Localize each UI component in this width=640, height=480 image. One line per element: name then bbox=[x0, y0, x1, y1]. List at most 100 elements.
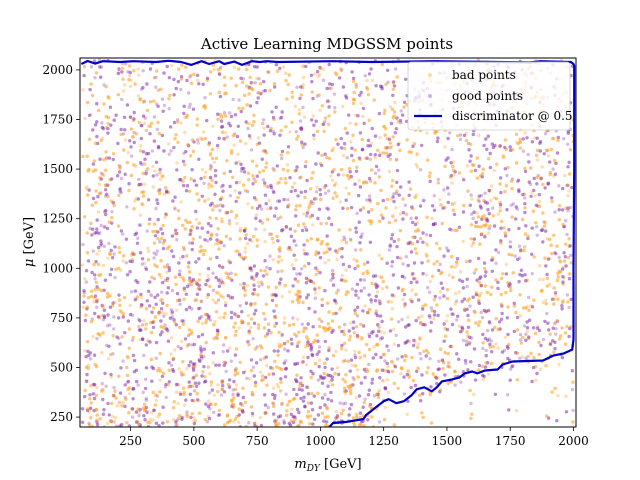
bad-point bbox=[366, 93, 371, 97]
bad-point bbox=[432, 298, 437, 302]
good-point bbox=[352, 320, 356, 324]
good-point bbox=[564, 264, 568, 268]
good-point bbox=[451, 312, 456, 316]
bad-point bbox=[129, 173, 134, 178]
good-point bbox=[354, 169, 359, 173]
good-point bbox=[484, 348, 488, 353]
bad-point bbox=[567, 189, 571, 193]
bad-point bbox=[406, 315, 410, 319]
bad-point bbox=[319, 197, 323, 202]
bad-point bbox=[534, 153, 539, 158]
good-point bbox=[249, 268, 254, 273]
bad-point bbox=[557, 204, 562, 208]
bad-point bbox=[322, 129, 326, 133]
bad-point bbox=[293, 229, 297, 233]
good-point bbox=[314, 119, 318, 123]
good-point bbox=[536, 173, 540, 178]
bad-point bbox=[223, 131, 228, 135]
bad-point bbox=[97, 182, 102, 186]
good-point bbox=[402, 100, 407, 105]
good-point bbox=[143, 116, 147, 120]
bad-point bbox=[139, 295, 144, 299]
good-point bbox=[231, 97, 235, 102]
bad-point bbox=[136, 407, 140, 411]
good-point bbox=[140, 323, 145, 327]
bad-point bbox=[94, 280, 99, 285]
good-point bbox=[354, 415, 359, 420]
good-point bbox=[252, 65, 257, 69]
bad-point bbox=[136, 407, 140, 411]
bad-point bbox=[192, 399, 196, 403]
good-point bbox=[88, 357, 93, 361]
bad-point bbox=[350, 363, 354, 368]
good-point bbox=[485, 218, 489, 223]
good-point bbox=[103, 371, 107, 376]
bad-point bbox=[366, 93, 371, 97]
bad-point bbox=[351, 133, 355, 137]
bad-point bbox=[481, 341, 485, 345]
bad-point bbox=[344, 293, 348, 297]
good-point bbox=[155, 394, 159, 398]
good-point bbox=[150, 365, 154, 369]
bad-point bbox=[125, 355, 130, 359]
bad-point bbox=[84, 378, 89, 383]
good-point bbox=[328, 86, 332, 91]
good-point bbox=[194, 183, 199, 187]
bad-point bbox=[424, 241, 429, 246]
bad-point bbox=[142, 319, 146, 323]
bad-point bbox=[494, 317, 498, 321]
good-point bbox=[469, 193, 473, 197]
good-point bbox=[392, 199, 396, 204]
bad-point bbox=[280, 401, 284, 406]
good-point bbox=[370, 126, 374, 131]
good-point bbox=[500, 350, 505, 354]
bad-point bbox=[295, 373, 299, 377]
bad-point bbox=[368, 404, 372, 409]
good-point bbox=[374, 164, 379, 169]
good-point bbox=[249, 81, 253, 85]
good-point bbox=[112, 118, 116, 122]
good-point bbox=[151, 366, 156, 371]
good-point bbox=[424, 233, 429, 237]
good-point bbox=[307, 261, 311, 266]
bad-point bbox=[203, 249, 207, 253]
bad-point bbox=[124, 397, 128, 401]
bad-point bbox=[116, 224, 121, 228]
good-point bbox=[144, 366, 149, 370]
bad-point bbox=[148, 100, 153, 104]
bad-point bbox=[477, 133, 481, 138]
good-point bbox=[366, 418, 370, 422]
bad-point bbox=[224, 211, 228, 215]
good-point bbox=[368, 402, 373, 407]
good-point bbox=[305, 296, 309, 300]
good-point bbox=[271, 401, 276, 406]
good-point bbox=[447, 192, 451, 196]
good-point bbox=[305, 211, 310, 215]
bad-point bbox=[208, 216, 212, 220]
good-point bbox=[86, 259, 91, 263]
good-point bbox=[190, 247, 194, 252]
good-point bbox=[297, 387, 301, 392]
bad-point bbox=[167, 245, 171, 249]
bad-point bbox=[150, 411, 154, 415]
good-point bbox=[309, 401, 314, 405]
bad-point bbox=[504, 184, 509, 188]
bad-point bbox=[496, 346, 500, 350]
bad-point bbox=[348, 121, 352, 126]
good-point bbox=[530, 379, 534, 384]
bad-point bbox=[254, 198, 258, 202]
bad-point bbox=[153, 222, 157, 226]
bad-point bbox=[455, 228, 459, 232]
bad-point bbox=[203, 175, 207, 179]
bad-point bbox=[302, 75, 306, 80]
good-point bbox=[438, 262, 442, 266]
bad-point bbox=[203, 249, 207, 253]
good-point bbox=[233, 132, 237, 136]
good-point bbox=[457, 225, 462, 229]
good-point bbox=[429, 306, 434, 310]
bad-point bbox=[206, 399, 211, 403]
bad-point bbox=[209, 402, 213, 406]
good-point bbox=[477, 301, 481, 306]
bad-point bbox=[262, 126, 266, 130]
bad-point bbox=[332, 168, 336, 172]
